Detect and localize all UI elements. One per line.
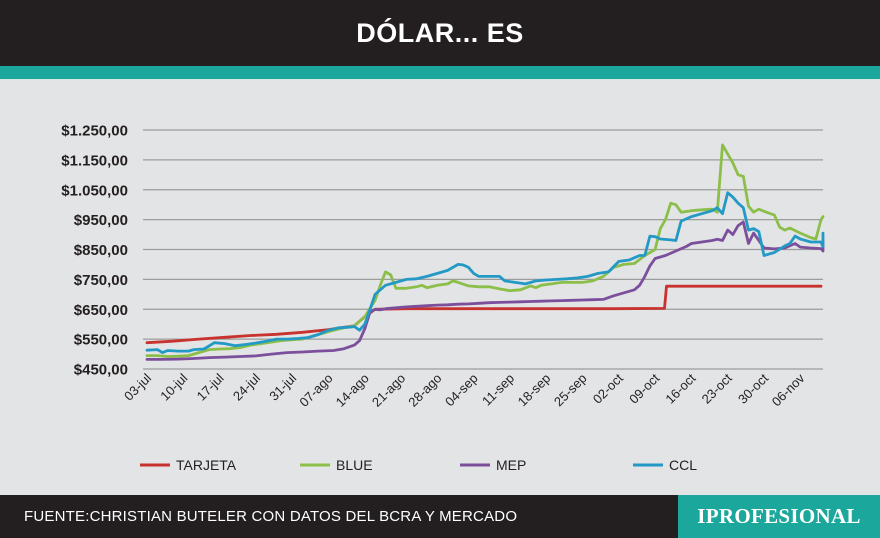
footer-bar: FUENTE:CHRISTIAN BUTELER CON DATOS DEL B… [0, 495, 880, 538]
y-tick-label: $450,00 [74, 362, 128, 379]
x-tick-label: 31-jul [266, 370, 299, 403]
y-tick-label: $950,00 [74, 212, 128, 229]
x-tick-label: 10-jul [157, 370, 190, 403]
x-tick-label: 06-nov [769, 370, 808, 409]
x-tick-label: 23-oct [699, 370, 735, 406]
legend: TARJETA BLUE MEP CCL [140, 457, 697, 473]
x-tick-label: 16-oct [662, 370, 698, 406]
data-series [145, 143, 825, 361]
x-tick-label: 24-jul [230, 370, 263, 403]
y-tick-label: $850,00 [74, 242, 128, 259]
gridlines [143, 129, 823, 370]
legend-label-ccl: CCL [669, 457, 697, 473]
y-tick-label: $750,00 [74, 272, 128, 289]
x-tick-label: 30-oct [735, 370, 771, 406]
chart-area: $1.250,00 $1.150,00 $1.050,00 $950,00 $850,0… [0, 79, 880, 495]
x-tick-label: 17-jul [194, 370, 227, 403]
series-line-mep [145, 220, 825, 361]
x-tick-label: 02-oct [590, 370, 626, 406]
legend-label-blue: BLUE [336, 457, 373, 473]
series-line-blue [145, 143, 825, 358]
y-tick-label: $650,00 [74, 302, 128, 319]
x-tick-label: 07-ago [296, 371, 335, 410]
series-line-ccl [145, 191, 825, 354]
y-tick-label: $1.150,00 [61, 152, 128, 169]
source-note: FUENTE:CHRISTIAN BUTELER CON DATOS DEL B… [24, 508, 518, 525]
y-tick-label: $550,00 [74, 332, 128, 349]
x-tick-label: 25-sep [551, 371, 590, 410]
y-tick-label: $1.050,00 [61, 182, 128, 199]
y-axis-ticks: $1.250,00 $1.150,00 $1.050,00 $950,00 $850,0… [61, 123, 128, 379]
legend-label-mep: MEP [496, 457, 526, 473]
header-bar: DÓLAR... ES [0, 0, 880, 66]
x-tick-label: 09-oct [626, 370, 662, 406]
legend-label-tarjeta: TARJETA [176, 457, 237, 473]
accent-strip [0, 66, 880, 79]
x-tick-label: 11-sep [479, 371, 517, 409]
x-tick-label: 18-sep [515, 371, 554, 410]
x-tick-label: 21-ago [369, 371, 408, 410]
x-tick-label: 14-ago [333, 371, 372, 410]
line-chart: $1.250,00 $1.150,00 $1.050,00 $950,00 $850,0… [61, 123, 825, 473]
x-tick-label: 04-sep [442, 371, 481, 410]
x-tick-label: 28-ago [405, 371, 444, 410]
brand-logo-text: IPROFESIONAL [697, 504, 861, 528]
x-axis-ticks: 03-jul 10-jul 17-jul 24-jul 31-jul07-ago14-a… [121, 370, 808, 410]
series-line-tarjeta [145, 284, 823, 345]
y-tick-label: $1.250,00 [61, 123, 128, 140]
chart-title: DÓLAR... ES [356, 17, 524, 48]
brand-badge: IPROFESIONAL [678, 495, 880, 538]
